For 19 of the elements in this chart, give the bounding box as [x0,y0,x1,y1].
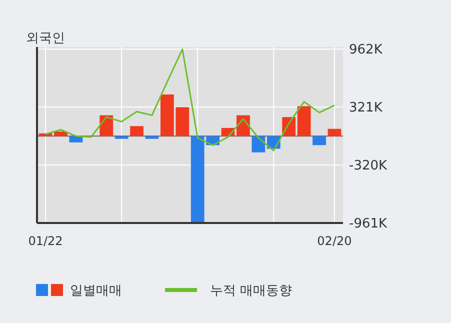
x-tick-label: 02/20 [317,234,352,248]
bar [69,136,83,142]
bar [297,106,311,136]
bar [252,136,266,152]
bar [312,136,326,146]
legend-label: 누적 매매동향 [210,284,292,299]
y-tick-label: 321K [349,100,383,116]
bar [130,126,144,136]
bar [54,132,68,136]
bar [114,136,128,139]
y-tick-label: -961K [349,216,388,232]
line-series [44,48,336,152]
y-tick-label: -320K [349,158,388,174]
y-tick-label: 962K [349,42,383,58]
legend-label: 일별매매 [70,284,122,299]
bar [145,136,159,139]
x-tick-label: 01/22 [28,234,63,248]
bar [328,128,342,136]
chart-title: 외국인 [26,31,65,46]
